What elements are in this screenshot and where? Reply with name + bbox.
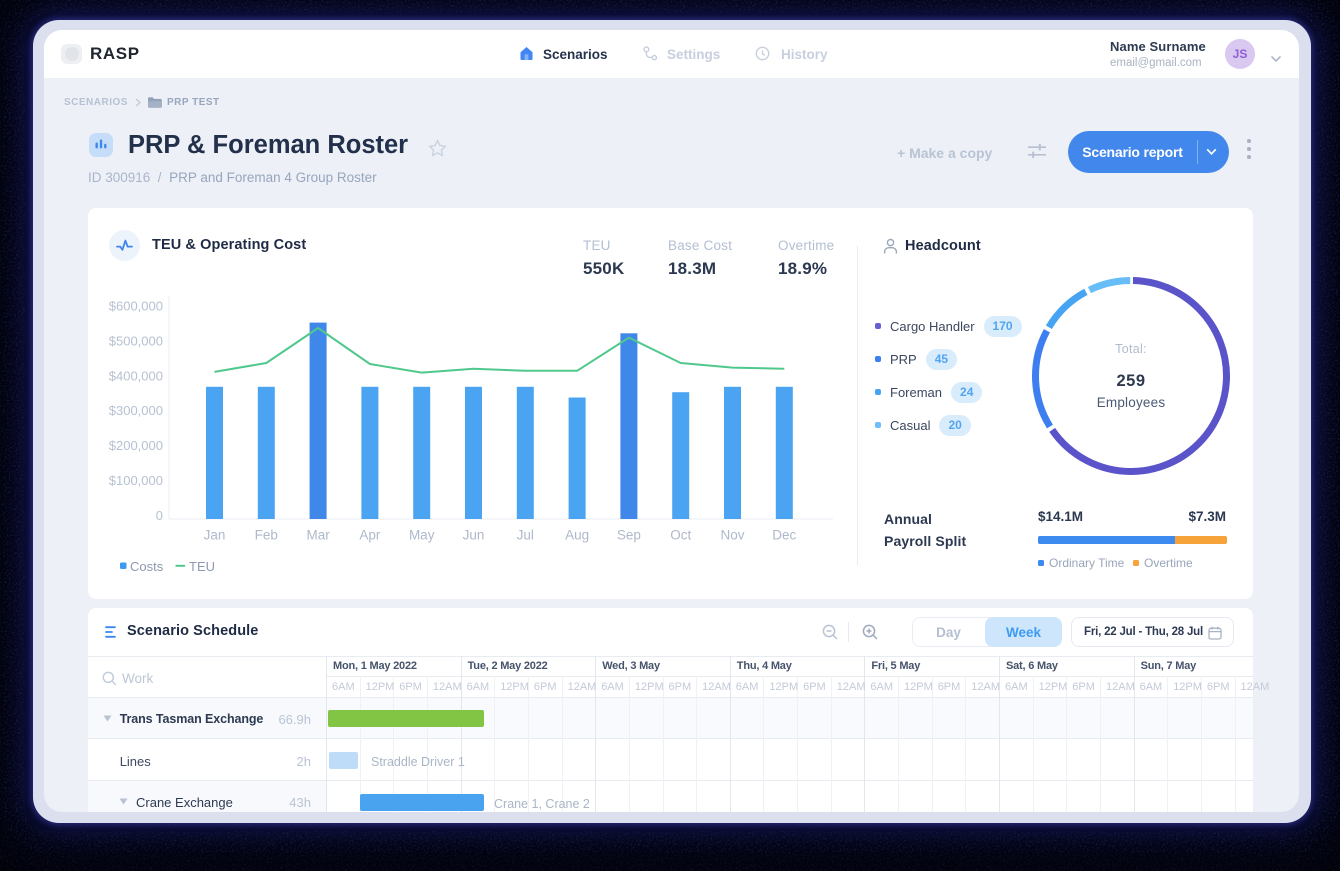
svg-text:Oct: Oct (670, 528, 691, 543)
svg-text:$300,000: $300,000 (109, 403, 163, 418)
svg-text:0: 0 (156, 508, 163, 523)
svg-text:Jun: Jun (463, 528, 485, 543)
svg-text:Costs: Costs (130, 559, 164, 574)
svg-text:May: May (409, 528, 435, 543)
svg-text:$500,000: $500,000 (109, 333, 163, 348)
svg-text:$600,000: $600,000 (109, 299, 163, 314)
svg-text:TEU: TEU (189, 559, 215, 574)
svg-text:Aug: Aug (565, 528, 589, 543)
svg-text:$400,000: $400,000 (109, 368, 163, 383)
svg-text:Feb: Feb (255, 528, 278, 543)
svg-text:Apr: Apr (359, 528, 381, 543)
svg-text:Mar: Mar (306, 528, 330, 543)
svg-text:Jul: Jul (517, 528, 534, 543)
svg-text:$100,000: $100,000 (109, 473, 163, 488)
svg-text:Nov: Nov (720, 528, 744, 543)
svg-text:Sep: Sep (617, 528, 641, 543)
svg-text:Dec: Dec (772, 528, 796, 543)
svg-text:Jan: Jan (204, 528, 226, 543)
svg-text:$200,000: $200,000 (109, 438, 163, 453)
